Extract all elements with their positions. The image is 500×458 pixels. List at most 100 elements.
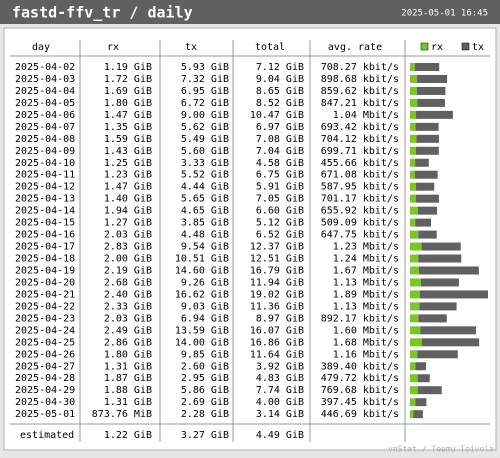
rx-bar xyxy=(410,242,422,251)
avg-rate-label: 587.95 kbit/s xyxy=(321,182,399,193)
tx-label: 5.60 GiB xyxy=(181,146,229,157)
tx-label: 7.32 GiB xyxy=(181,74,229,85)
total-label: 9.04 GiB xyxy=(256,74,304,85)
rx-label: 1.47 GiB xyxy=(104,110,152,121)
tx-label: 10.51 GiB xyxy=(175,254,229,265)
rx-bar xyxy=(410,158,416,167)
rx-label: 1.43 GiB xyxy=(104,146,152,157)
rx-bar xyxy=(410,206,418,215)
tx-bar xyxy=(415,158,429,167)
avg-rate-label: 847.21 kbit/s xyxy=(321,98,399,109)
day-label: 2025-04-14 xyxy=(15,206,75,217)
total-label: 7.05 GiB xyxy=(256,194,304,205)
rx-bar xyxy=(410,302,420,311)
avg-rate-label: 704.12 kbit/s xyxy=(321,134,399,145)
day-label: 2025-04-10 xyxy=(15,158,75,169)
avg-rate-label: 446.69 kbit/s xyxy=(321,409,399,420)
tx-label: 9.26 GiB xyxy=(181,277,229,288)
avg-rate-label: 1.04 Mbit/s xyxy=(333,110,399,121)
total-label: 6.60 GiB xyxy=(256,206,304,217)
rx-bar xyxy=(410,374,418,383)
tx-label: 4.65 GiB xyxy=(181,206,229,217)
total-label: 8.52 GiB xyxy=(256,98,304,109)
legend-label: rx xyxy=(431,42,443,53)
tx-bar xyxy=(417,374,430,383)
tx-label: 5.52 GiB xyxy=(181,170,229,181)
tx-bar xyxy=(417,206,438,215)
avg-rate-label: 1.16 Mbit/s xyxy=(333,349,399,360)
rx-bar xyxy=(410,278,421,287)
total-label: 12.51 GiB xyxy=(250,254,304,265)
rx-label: 1.31 GiB xyxy=(104,397,152,408)
rx-label: 2.83 GiB xyxy=(104,242,152,253)
estimated-rx: 1.22 GiB xyxy=(104,430,152,441)
day-label: 2025-04-30 xyxy=(15,397,75,408)
rx-bar xyxy=(410,266,419,275)
day-label: 2025-04-20 xyxy=(15,277,75,288)
total-label: 11.64 GiB xyxy=(250,349,304,360)
total-label: 7.04 GiB xyxy=(256,146,304,157)
rx-bar xyxy=(410,410,414,419)
tx-label: 2.60 GiB xyxy=(181,361,229,372)
day-label: 2025-04-21 xyxy=(15,289,75,300)
tx-label: 9.54 GiB xyxy=(181,242,229,253)
tx-label: 4.48 GiB xyxy=(181,230,229,241)
total-label: 4.83 GiB xyxy=(256,373,304,384)
day-label: 2025-04-07 xyxy=(15,122,75,133)
rx-label: 1.31 GiB xyxy=(104,361,152,372)
tx-bar xyxy=(420,278,459,287)
rx-label: 2.00 GiB xyxy=(104,254,152,265)
column-header: avg. rate xyxy=(328,42,382,53)
tx-bar xyxy=(416,182,435,191)
rx-bar xyxy=(410,218,416,227)
avg-rate-label: 671.08 kbit/s xyxy=(321,170,399,181)
tx-label: 13.59 GiB xyxy=(175,325,229,336)
total-label: 8.97 GiB xyxy=(256,313,304,324)
total-label: 6.97 GiB xyxy=(256,122,304,133)
total-label: 11.36 GiB xyxy=(250,301,304,312)
tx-bar xyxy=(418,254,462,263)
day-label: 2025-04-24 xyxy=(15,325,75,336)
tx-bar xyxy=(419,290,488,299)
rx-bar xyxy=(410,362,416,371)
chart-title: fastd-ffv_tr / daily xyxy=(12,4,193,22)
day-label: 2025-04-06 xyxy=(15,110,75,121)
rx-label: 2.40 GiB xyxy=(104,289,152,300)
day-label: 2025-04-25 xyxy=(15,337,75,348)
day-label: 2025-04-26 xyxy=(15,349,75,360)
day-label: 2025-04-11 xyxy=(15,170,75,181)
rx-label: 2.19 GiB xyxy=(104,265,152,276)
column-header: total xyxy=(255,42,285,53)
tx-bar xyxy=(417,74,448,83)
tx-label: 6.95 GiB xyxy=(181,86,229,97)
tx-bar xyxy=(417,98,445,107)
tx-label: 6.72 GiB xyxy=(181,98,229,109)
tx-bar xyxy=(415,146,439,155)
tx-bar xyxy=(415,122,439,131)
tx-bar xyxy=(416,134,440,143)
total-label: 6.52 GiB xyxy=(256,230,304,241)
avg-rate-label: 1.24 Mbit/s xyxy=(333,254,399,265)
rx-bar xyxy=(410,122,416,131)
tx-bar xyxy=(420,326,476,335)
day-label: 2025-04-05 xyxy=(15,98,75,109)
rx-label: 2.86 GiB xyxy=(104,337,152,348)
total-label: 7.08 GiB xyxy=(256,134,304,145)
tx-label: 2.95 GiB xyxy=(181,373,229,384)
tx-bar xyxy=(415,194,439,203)
rx-bar xyxy=(410,182,417,191)
avg-rate-label: 479.72 kbit/s xyxy=(321,373,399,384)
avg-rate-label: 509.09 kbit/s xyxy=(321,218,399,229)
total-label: 6.75 GiB xyxy=(256,170,304,181)
rx-bar xyxy=(410,98,418,107)
tx-label: 9.00 GiB xyxy=(181,110,229,121)
column-header: day xyxy=(32,42,50,53)
rx-bar xyxy=(410,314,419,323)
rx-bar xyxy=(410,290,420,299)
avg-rate-label: 1.89 Mbit/s xyxy=(333,289,399,300)
total-label: 3.14 GiB xyxy=(256,409,304,420)
day-label: 2025-04-04 xyxy=(15,86,75,97)
rx-label: 2.33 GiB xyxy=(104,301,152,312)
rx-label: 2.49 GiB xyxy=(104,325,152,336)
